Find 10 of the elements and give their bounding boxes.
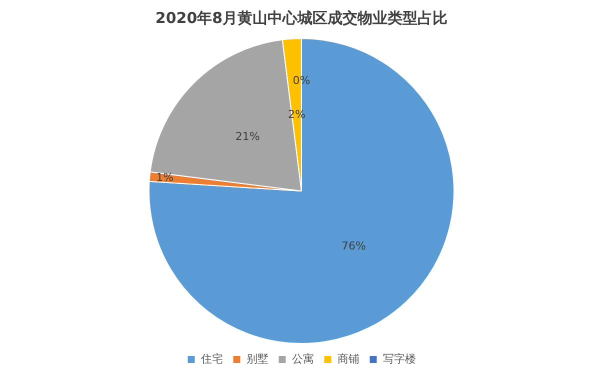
- data-label: 21%: [235, 130, 260, 143]
- chart-title: 2020年8月黄山中心城区成交物业类型占比: [155, 8, 448, 27]
- legend-label: 写字楼: [382, 352, 416, 366]
- text: 0%: [292, 74, 310, 88]
- data-label: 76%: [341, 239, 366, 252]
- legend-label: 别墅: [246, 352, 268, 366]
- legend-label: 公寓: [292, 352, 314, 366]
- legend-label: 住宅: [200, 352, 223, 366]
- data-label: 1%: [156, 170, 174, 184]
- legend-label: 商铺: [337, 352, 360, 366]
